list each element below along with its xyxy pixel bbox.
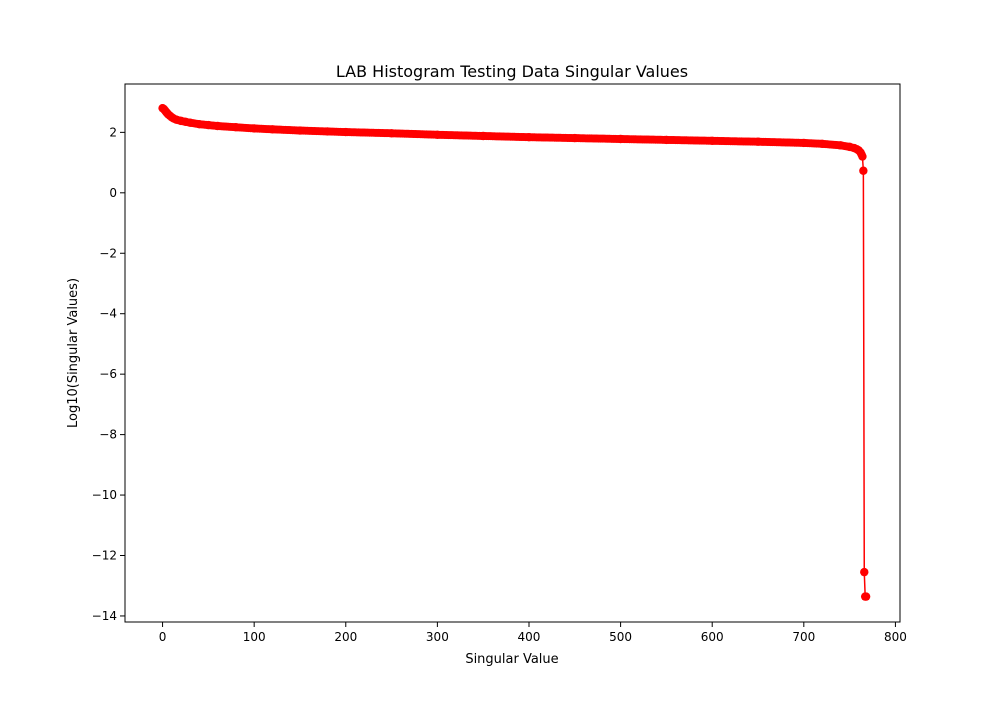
y-tick-label: 0 (109, 186, 117, 200)
x-tick-label: 600 (701, 630, 724, 644)
data-point (341, 127, 350, 137)
data-point (323, 127, 332, 136)
data-point (836, 141, 845, 150)
y-tick-label: −10 (92, 488, 117, 502)
data-point (570, 133, 579, 143)
data-point (859, 166, 868, 175)
data-point (268, 125, 277, 134)
data-point (387, 129, 396, 138)
data-point (616, 134, 625, 144)
series-line (162, 107, 867, 598)
data-point (708, 136, 717, 146)
y-tick-label: −12 (92, 549, 117, 563)
data-point (231, 123, 241, 132)
x-axis-ticks: 0 100 200 300 400 500 600 700 800 (159, 622, 907, 644)
data-point (204, 120, 213, 130)
data-point (295, 126, 305, 135)
data-point (858, 152, 867, 161)
data-point (861, 592, 871, 601)
y-axis-ticks: 2 0 −2 −4 −6 −8 −10 −12 −14 (92, 125, 125, 623)
data-point (753, 137, 763, 146)
x-tick-label: 800 (884, 630, 907, 644)
data-point (860, 567, 869, 577)
plot-series (158, 103, 871, 601)
y-tick-label: −6 (99, 367, 117, 381)
data-point (662, 135, 671, 145)
y-tick-label: −8 (99, 428, 117, 442)
data-point (185, 118, 195, 127)
data-point (213, 121, 222, 131)
y-tick-label: −2 (99, 246, 117, 260)
x-tick-label: 400 (518, 630, 541, 644)
plot-frame (124, 83, 901, 623)
x-tick-label: 300 (426, 630, 449, 644)
x-tick-label: 700 (792, 630, 815, 644)
x-tick-label: 200 (334, 630, 357, 644)
x-tick-label: 500 (609, 630, 632, 644)
y-tick-label: −14 (92, 609, 117, 623)
y-axis-label: Log10(Singular Values) (66, 278, 81, 428)
y-tick-label: 2 (109, 125, 117, 139)
chart-title: LAB Histogram Testing Data Singular Valu… (336, 62, 688, 81)
data-point (799, 138, 809, 148)
x-tick-label: 100 (243, 630, 266, 644)
data-point (249, 124, 259, 133)
x-tick-label: 0 (159, 630, 167, 644)
x-axis-label: Singular Value (465, 652, 558, 667)
data-point (478, 131, 488, 141)
data-point (524, 133, 534, 142)
data-point (195, 120, 204, 129)
data-point (817, 139, 827, 149)
y-tick-label: −4 (99, 307, 117, 321)
data-point (433, 130, 442, 139)
